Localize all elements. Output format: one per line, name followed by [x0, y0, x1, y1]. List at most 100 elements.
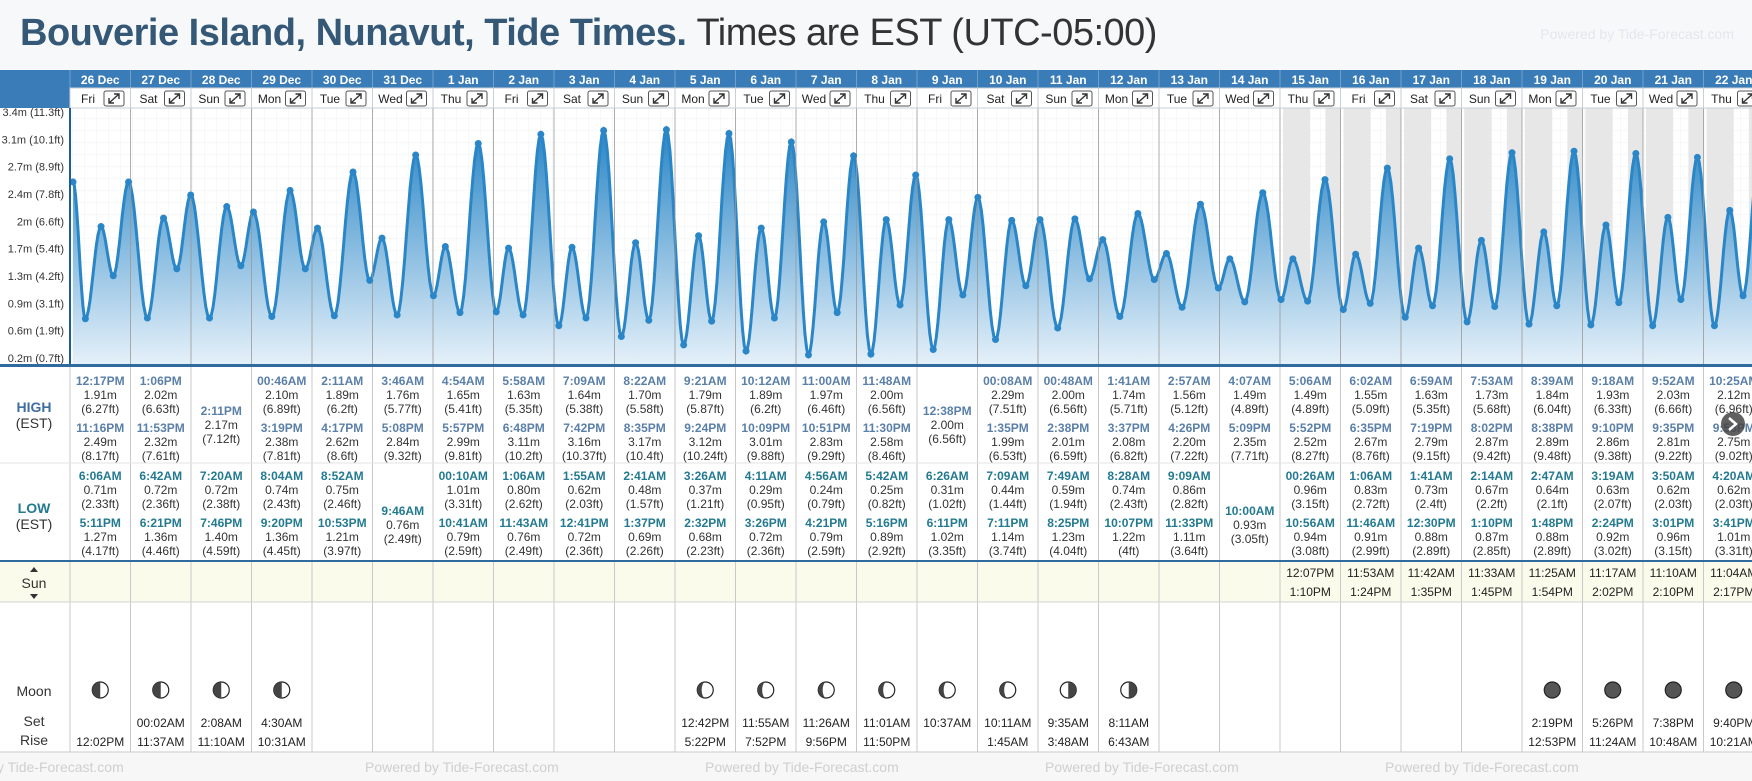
high-tide-height-ft: (6.56ft) [868, 402, 906, 416]
expand-button[interactable] [1556, 91, 1576, 106]
high-tide-height-ft: (9.81ft) [444, 449, 482, 463]
sunrise-time: 11:04AM [1710, 566, 1752, 580]
low-tide-height-ft: (2.03ft) [1654, 497, 1692, 511]
high-tide-height-ft: (5.58ft) [626, 402, 664, 416]
high-tide-height: 3.16m [568, 435, 601, 449]
expand-button[interactable] [770, 91, 790, 106]
low-tide-height-ft: (2.33ft) [81, 497, 119, 511]
expand-button[interactable] [709, 91, 729, 106]
expand-button[interactable] [649, 91, 669, 106]
expand-button[interactable] [891, 91, 911, 106]
moon-phase-icon [1060, 682, 1076, 698]
date-header: 21 Jan [1655, 73, 1692, 87]
high-tide-time: 10:51PM [802, 421, 851, 435]
expand-button[interactable] [1496, 91, 1516, 106]
tide-point [223, 203, 230, 210]
tide-point [1022, 282, 1029, 289]
tide-point [475, 140, 482, 147]
tide-point [1116, 313, 1123, 320]
high-tide-height: 2.79m [1415, 435, 1448, 449]
high-tide-height: 1.63m [507, 388, 540, 402]
expand-button[interactable] [1738, 91, 1752, 106]
expand-button[interactable] [830, 91, 850, 106]
low-tide-height-ft: (4.17ft) [81, 544, 119, 558]
sunrise-time: 11:53AM [1347, 566, 1394, 580]
expand-button[interactable] [951, 91, 971, 106]
tide-point [1215, 285, 1222, 292]
high-tide-height-ft: (8.6ft) [327, 449, 358, 463]
tide-point [1415, 245, 1422, 252]
high-tide-height-ft: (6.56ft) [1049, 402, 1087, 416]
high-tide-time: 7:42PM [563, 421, 605, 435]
expand-button[interactable] [1375, 91, 1395, 106]
low-tide-height: 0.67m [1475, 483, 1508, 497]
low-tide-time: 7:09AM [986, 469, 1029, 483]
date-header: 7 Jan [811, 73, 842, 87]
expand-button[interactable] [1072, 91, 1092, 106]
low-tide-height-ft: (3.08ft) [1291, 544, 1329, 558]
expand-button[interactable] [165, 91, 185, 106]
day-of-week: Tue [1590, 92, 1611, 106]
high-tide-time: 3:19PM [261, 421, 303, 435]
y-tick-label: 1.7m (5.4ft) [8, 244, 64, 256]
tide-point [1491, 303, 1498, 310]
high-tide-time: 9:24PM [684, 421, 726, 435]
expand-button[interactable] [346, 91, 366, 106]
high-tide-height: 1.79m [689, 388, 722, 402]
expand-button[interactable] [1435, 91, 1455, 106]
low-tide-height: 0.72m [749, 530, 782, 544]
moon-row-label: Moon [16, 683, 51, 699]
expand-button[interactable] [528, 91, 548, 106]
low-tide-height-ft: (2.4ft) [1416, 497, 1447, 511]
expand-button[interactable] [407, 91, 427, 106]
high-tide-height-ft: (8.46ft) [868, 449, 906, 463]
expand-button[interactable] [467, 91, 487, 106]
expand-button[interactable] [225, 91, 245, 106]
low-tide-height-ft: (3.31ft) [444, 497, 482, 511]
low-tide-height: 1.01m [447, 483, 480, 497]
high-tide-time: 7:19PM [1410, 421, 1452, 435]
tide-point [520, 311, 527, 318]
low-tide-height-ft: (3.05ft) [1231, 532, 1269, 546]
expand-button[interactable] [1193, 91, 1213, 106]
tide-point [1179, 304, 1186, 311]
low-tide-height-ft: (2.82ft) [1170, 497, 1208, 511]
tide-point [1163, 250, 1170, 257]
low-tide-height-ft: (3.97ft) [323, 544, 361, 558]
scroll-next-button[interactable] [1721, 412, 1745, 436]
tide-point [98, 223, 105, 230]
tide-point [632, 239, 639, 246]
tide-point [645, 317, 652, 324]
moon-phase-icon [1605, 682, 1621, 698]
tide-point [663, 126, 670, 133]
expand-button[interactable] [286, 91, 306, 106]
tide-point [350, 168, 357, 175]
moonset-time: 12:42PM [681, 716, 729, 730]
expand-button[interactable] [104, 91, 124, 106]
expand-button[interactable] [1314, 91, 1334, 106]
low-tide-time: 4:21PM [805, 516, 847, 530]
low-tide-time: 11:43AM [499, 516, 548, 530]
low-tide-height-ft: (1.21ft) [686, 497, 724, 511]
expand-button[interactable] [588, 91, 608, 106]
sunrise-time: 11:25AM [1529, 566, 1576, 580]
high-tide-height: 2.03m [1657, 388, 1690, 402]
moonrise-time: 3:48AM [1048, 735, 1089, 749]
expand-button[interactable] [1677, 91, 1697, 106]
expand-button[interactable] [1617, 91, 1637, 106]
high-tide-height-ft: (8.76ft) [1352, 449, 1390, 463]
tide-point [110, 272, 117, 279]
low-tide-height-ft: (3.31ft) [1715, 544, 1752, 558]
expand-button[interactable] [1254, 91, 1274, 106]
high-tide-time: 7:09AM [563, 374, 606, 388]
low-tide-time: 10:41AM [439, 516, 488, 530]
moonrise-time: 10:31AM [258, 735, 306, 749]
high-tide-time: 12:17PM [76, 374, 125, 388]
expand-button[interactable] [1133, 91, 1153, 106]
low-tide-time: 10:56AM [1286, 516, 1335, 530]
day-of-week: Fri [928, 92, 942, 106]
date-header: 31 Dec [383, 73, 422, 87]
high-tide-time: 1:41AM [1107, 374, 1150, 388]
expand-button[interactable] [1012, 91, 1032, 106]
high-tide-height-ft: (6.82ft) [1110, 449, 1148, 463]
